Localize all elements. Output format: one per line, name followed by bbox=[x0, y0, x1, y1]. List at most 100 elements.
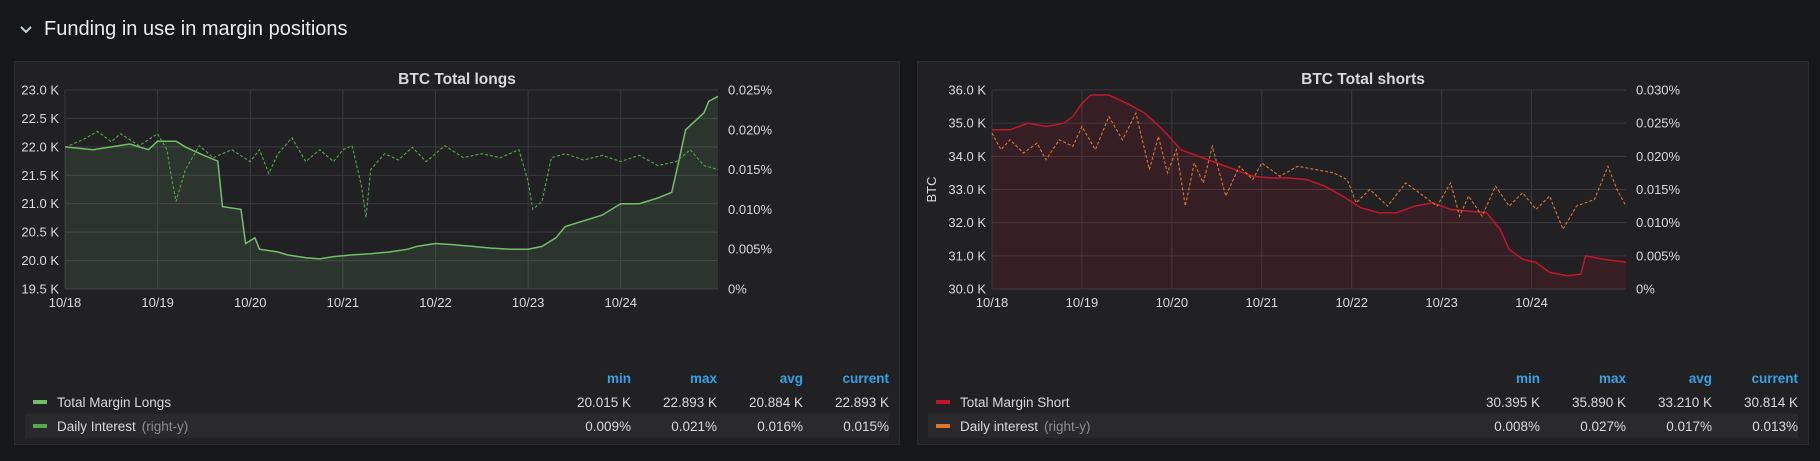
panel-btc-total-longs[interactable]: BTC Total longs 19.5 K 20.0 K 20.5 K 21.0 K… bbox=[14, 61, 900, 445]
legend-max: 0.021% bbox=[671, 418, 717, 434]
y-right-tick-label: 0.020% bbox=[728, 122, 773, 137]
y-left-tick-label: 22.0 K bbox=[21, 139, 59, 154]
legend-avg: 33.210 K bbox=[1657, 394, 1712, 410]
y-left-tick-label: 31.0 K bbox=[948, 248, 986, 263]
y-left-tick-label: 23.0 K bbox=[21, 83, 59, 98]
legend-min: 0.008% bbox=[1494, 418, 1540, 434]
y-left-tick-label: 21.5 K bbox=[21, 168, 59, 183]
legend-current: 30.814 K bbox=[1743, 394, 1798, 410]
x-tick-label: 10/24 bbox=[604, 295, 637, 310]
legend-header-min[interactable]: min bbox=[606, 370, 631, 386]
y-right-tick-label: 0.010% bbox=[728, 202, 773, 217]
series-name[interactable]: Total Margin Longs bbox=[57, 394, 172, 410]
series-color-swatch[interactable] bbox=[936, 424, 950, 428]
chart-btc-total-longs[interactable]: 19.5 K 20.0 K 20.5 K 21.0 K 21.5 K 22.0 K 22.5… bbox=[15, 62, 901, 362]
legend-avg: 20.884 K bbox=[748, 394, 803, 410]
x-tick-label: 10/20 bbox=[234, 295, 267, 310]
y-right-tick-label: 0.015% bbox=[1636, 182, 1681, 197]
y-left-tick-label: 34.0 K bbox=[948, 149, 986, 164]
chevron-down-icon bbox=[20, 26, 32, 34]
legend-header-current[interactable]: current bbox=[842, 370, 889, 386]
panel-title[interactable]: BTC Total longs bbox=[398, 71, 516, 88]
x-tick-label: 10/22 bbox=[1335, 295, 1368, 310]
legend-header: min max avg current bbox=[25, 366, 889, 390]
y-right-tick-label: 0.005% bbox=[1636, 248, 1681, 263]
x-tick-label: 10/21 bbox=[1246, 295, 1279, 310]
legend-current: 0.013% bbox=[1752, 418, 1798, 434]
row-collapse-toggle[interactable]: Funding in use in margin positions bbox=[18, 14, 348, 44]
legend-current: 22.893 K bbox=[834, 394, 889, 410]
legend-header-min[interactable]: min bbox=[1515, 370, 1540, 386]
y-right-tick-label: 0% bbox=[728, 282, 747, 297]
x-tick-label: 10/19 bbox=[141, 295, 174, 310]
series-name[interactable]: Daily interest bbox=[960, 418, 1039, 434]
legend-row-daily-interest[interactable]: Daily Interest (right-y) 0.009% 0.021% 0… bbox=[25, 414, 889, 438]
series-line-total-margin-short bbox=[992, 94, 1627, 277]
legend-max: 0.027% bbox=[1580, 418, 1626, 434]
legend: min max avg current Total Margin Short 3… bbox=[928, 366, 1798, 438]
legend-row-daily-interest[interactable]: Daily interest (right-y) 0.008% 0.027% 0… bbox=[928, 414, 1798, 438]
row-title: Funding in use in margin positions bbox=[44, 17, 348, 40]
y-left-tick-label: 20.0 K bbox=[21, 253, 59, 268]
legend-header-max[interactable]: max bbox=[1598, 370, 1626, 386]
legend-header-avg[interactable]: avg bbox=[1688, 370, 1712, 386]
y-left-tick-label: 21.0 K bbox=[21, 196, 59, 211]
axis-hint: (right-y) bbox=[1044, 418, 1091, 434]
series-color-swatch[interactable] bbox=[33, 424, 47, 428]
series-line-daily-interest bbox=[991, 111, 1627, 231]
y-right-tick-label: 0% bbox=[1636, 282, 1655, 297]
chart-btc-total-shorts[interactable]: 30.0 K 31.0 K 32.0 K 33.0 K 34.0 K 35.0 K 36.0… bbox=[918, 62, 1810, 362]
legend-min: 0.009% bbox=[585, 418, 631, 434]
legend: min max avg current Total Margin Longs 2… bbox=[25, 366, 889, 438]
legend-min: 20.015 K bbox=[576, 394, 631, 410]
y-left-tick-label: 36.0 K bbox=[948, 83, 986, 98]
legend-header-avg[interactable]: avg bbox=[779, 370, 803, 386]
x-tick-label: 10/19 bbox=[1066, 295, 1099, 310]
y-right-tick-label: 0.005% bbox=[728, 242, 773, 257]
legend-header-current[interactable]: current bbox=[1751, 370, 1798, 386]
y-left-tick-label: 20.5 K bbox=[21, 225, 59, 240]
y-right-tick-label: 0.025% bbox=[1636, 116, 1681, 131]
y-left-tick-label: 35.0 K bbox=[948, 116, 986, 131]
axis-hint: (right-y) bbox=[141, 418, 189, 434]
series-area-total-margin-short bbox=[992, 95, 1626, 289]
legend-max: 22.893 K bbox=[662, 394, 717, 410]
legend-current: 0.015% bbox=[843, 418, 889, 434]
x-tick-label: 10/24 bbox=[1515, 295, 1548, 310]
y-right-tick-label: 0.020% bbox=[1636, 149, 1681, 164]
series-name[interactable]: Daily Interest bbox=[57, 418, 136, 434]
series-line-daily-interest bbox=[64, 130, 719, 218]
series-name[interactable]: Total Margin Short bbox=[960, 394, 1070, 410]
x-tick-label: 10/20 bbox=[1156, 295, 1189, 310]
x-tick-label: 10/18 bbox=[976, 295, 1009, 310]
y-left-tick-label: 30.0 K bbox=[948, 282, 986, 297]
legend-header-max[interactable]: max bbox=[689, 370, 717, 386]
y-right-tick-label: 0.010% bbox=[1636, 215, 1681, 230]
legend-row-total-margin-short[interactable]: Total Margin Short 30.395 K 35.890 K 33.… bbox=[928, 390, 1798, 414]
legend-header: min max avg current bbox=[928, 366, 1798, 390]
panel-btc-total-shorts[interactable]: BTC Total shorts 30.0 K 31.0 K 32.0 K 33.0 … bbox=[917, 61, 1809, 445]
legend-avg: 0.017% bbox=[1666, 418, 1712, 434]
x-tick-label: 10/22 bbox=[419, 295, 452, 310]
y-right-tick-label: 0.015% bbox=[728, 162, 773, 177]
x-tick-label: 10/23 bbox=[1425, 295, 1458, 310]
y-axis-label: BTC bbox=[924, 177, 939, 203]
x-tick-label: 10/18 bbox=[49, 295, 82, 310]
legend-max: 35.890 K bbox=[1571, 394, 1626, 410]
x-tick-label: 10/23 bbox=[512, 295, 545, 310]
legend-row-total-margin-longs[interactable]: Total Margin Longs 20.015 K 22.893 K 20.… bbox=[25, 390, 889, 414]
y-left-tick-label: 33.0 K bbox=[948, 182, 986, 197]
y-left-tick-label: 22.5 K bbox=[21, 111, 59, 126]
series-area-total-margin-longs bbox=[65, 96, 718, 289]
legend-min: 30.395 K bbox=[1485, 394, 1540, 410]
y-left-tick-label: 32.0 K bbox=[948, 215, 986, 230]
y-right-tick-label: 0.025% bbox=[728, 83, 773, 98]
panel-title[interactable]: BTC Total shorts bbox=[1301, 71, 1425, 88]
series-color-swatch[interactable] bbox=[33, 400, 47, 404]
series-color-swatch[interactable] bbox=[936, 400, 950, 404]
y-left-tick-label: 19.5 K bbox=[21, 282, 59, 297]
y-right-tick-label: 0.030% bbox=[1636, 83, 1681, 98]
legend-avg: 0.016% bbox=[757, 418, 803, 434]
series-line-total-margin-longs bbox=[64, 95, 719, 260]
x-tick-label: 10/21 bbox=[327, 295, 360, 310]
